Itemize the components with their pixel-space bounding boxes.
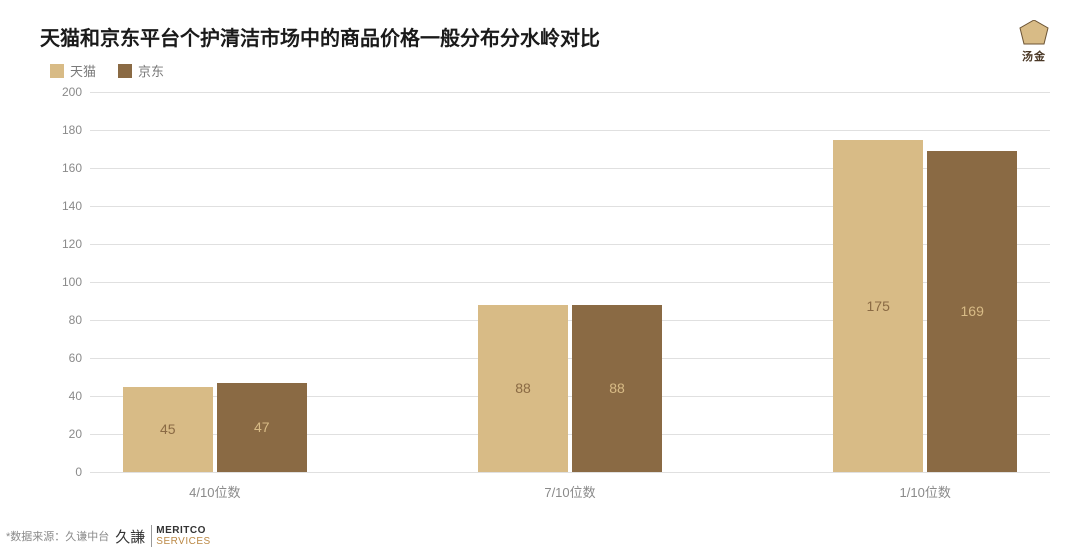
bar-tmall: 175: [833, 140, 923, 473]
y-tick-label: 60: [69, 351, 82, 365]
legend-swatch-jd: [118, 64, 132, 78]
legend-label-jd: 京东: [138, 61, 164, 80]
logo-text: 汤金: [1022, 48, 1046, 64]
logo: 汤金: [1018, 20, 1050, 64]
logo-icon: [1018, 20, 1050, 46]
data-source: *数据来源：久谦中台: [6, 528, 109, 544]
gridline: [90, 130, 1050, 131]
brand-meritco: MERITCO SERVICES: [151, 525, 210, 547]
y-tick-label: 200: [62, 85, 82, 99]
bar-value-label: 169: [961, 303, 984, 319]
y-tick-label: 100: [62, 275, 82, 289]
bar-value-label: 88: [515, 380, 531, 396]
bar-jd: 88: [572, 305, 662, 472]
y-tick-label: 180: [62, 123, 82, 137]
bar-jd: 169: [927, 151, 1017, 472]
bar-value-label: 175: [867, 298, 890, 314]
y-tick-label: 0: [75, 465, 82, 479]
x-tick-label: 7/10位数: [544, 482, 595, 501]
y-tick-label: 140: [62, 199, 82, 213]
bar-jd: 47: [217, 383, 307, 472]
chart-title: 天猫和京东平台个护清洁市场中的商品价格一般分布分水岭对比: [40, 22, 1040, 51]
gridline: [90, 92, 1050, 93]
y-tick-label: 120: [62, 237, 82, 251]
header: 天猫和京东平台个护清洁市场中的商品价格一般分布分水岭对比 天猫 京东: [40, 22, 1040, 80]
legend-swatch-tmall: [50, 64, 64, 78]
legend-label-tmall: 天猫: [70, 61, 96, 80]
brand-jiuqian: 久謙: [115, 526, 145, 547]
bar-value-label: 45: [160, 421, 176, 437]
chart-area: 02040608010012014016018020045474/10位数888…: [54, 92, 1050, 500]
legend-item-jd: 京东: [118, 61, 164, 80]
gridline: [90, 472, 1050, 473]
x-tick-label: 1/10位数: [900, 482, 951, 501]
x-tick-label: 4/10位数: [189, 482, 240, 501]
bar-value-label: 88: [609, 380, 625, 396]
y-tick-label: 20: [69, 427, 82, 441]
footer: *数据来源：久谦中台 久謙 MERITCO SERVICES: [6, 525, 211, 547]
legend-item-tmall: 天猫: [50, 61, 96, 80]
bar-tmall: 45: [123, 387, 213, 473]
bar-tmall: 88: [478, 305, 568, 472]
slide: 天猫和京东平台个护清洁市场中的商品价格一般分布分水岭对比 天猫 京东 汤金 0 2…: [0, 0, 1080, 553]
y-tick-label: 160: [62, 161, 82, 175]
y-tick-label: 80: [69, 313, 82, 327]
plot-area: 02040608010012014016018020045474/10位数888…: [90, 92, 1050, 472]
y-tick-label: 40: [69, 389, 82, 403]
legend: 天猫 京东: [50, 61, 1040, 80]
bar-value-label: 47: [254, 419, 270, 435]
